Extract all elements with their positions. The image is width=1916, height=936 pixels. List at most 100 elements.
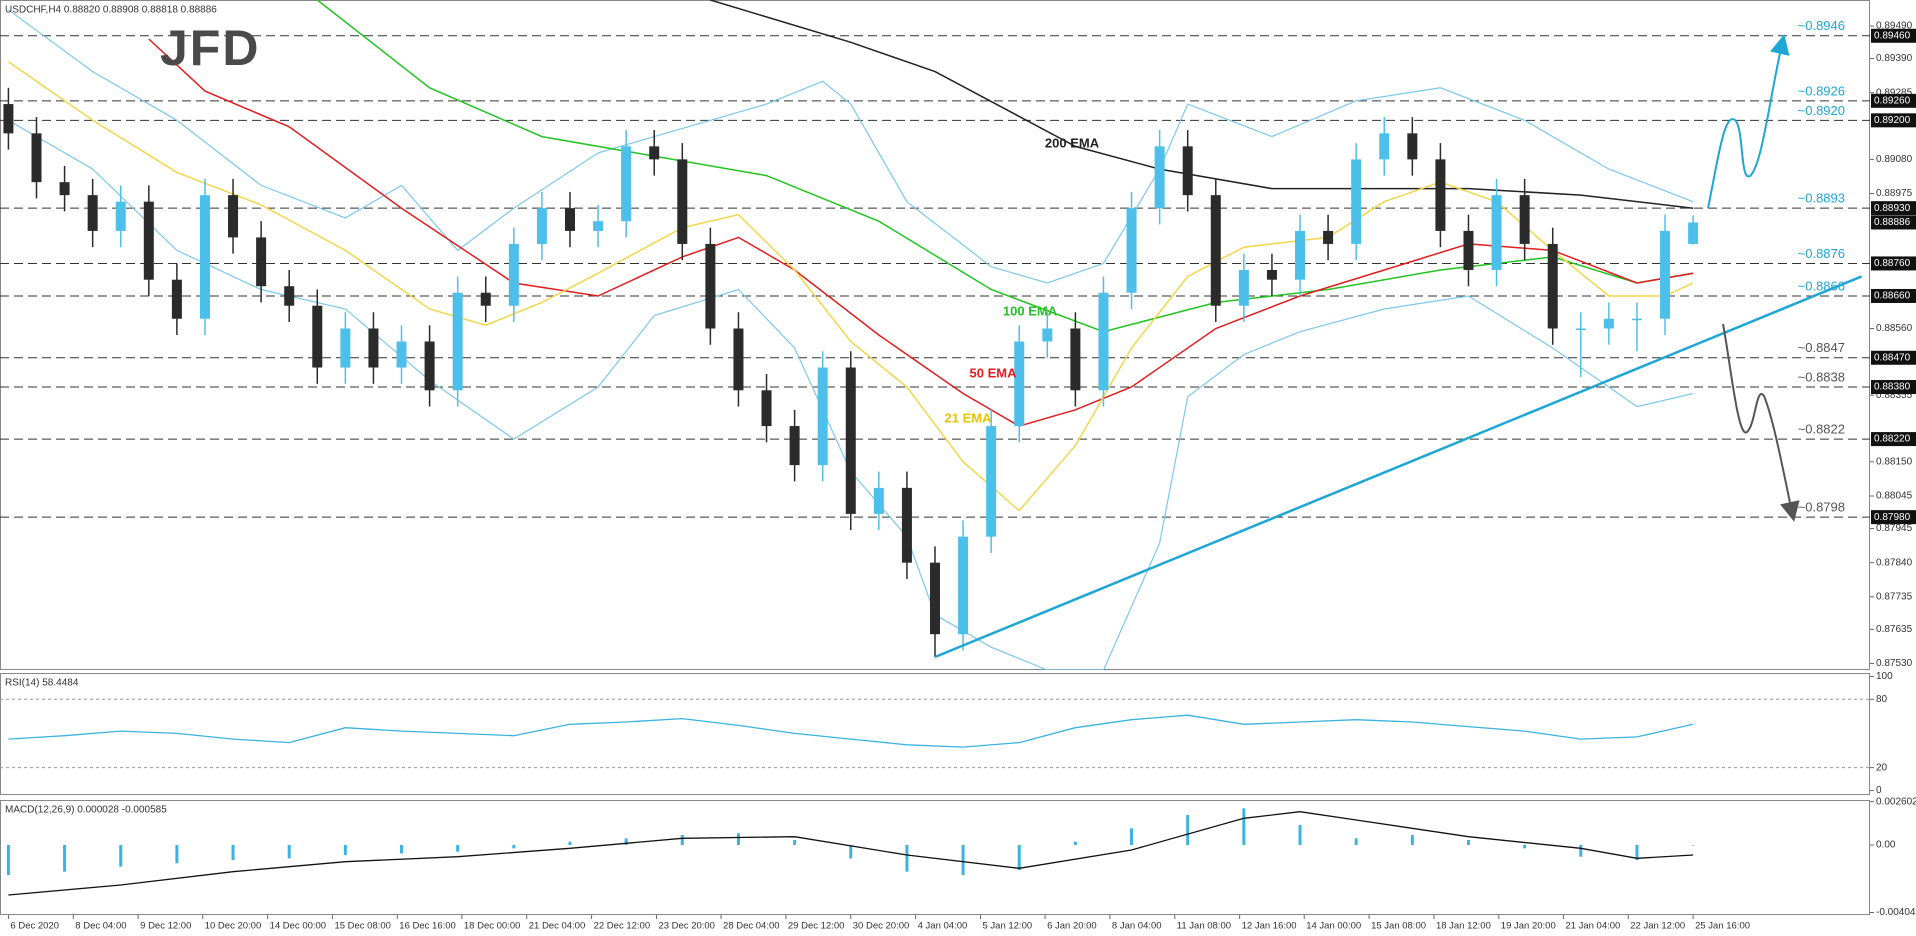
x-tick-label: 21 Dec 04:00 — [529, 921, 586, 932]
histogram-bar — [1579, 845, 1583, 857]
histogram-bar — [175, 845, 179, 864]
histogram-bar — [793, 840, 797, 845]
candle-body — [368, 328, 379, 368]
candle-body — [59, 182, 70, 196]
level-label: ~0.8838 — [1798, 369, 1845, 384]
level-label: ~0.8866 — [1798, 278, 1845, 293]
macd-title: MACD(12,26,9) 0.000028 -0.000585 — [5, 805, 167, 816]
signal-line — [8, 811, 1694, 896]
x-tick-label: 29 Dec 12:00 — [788, 921, 845, 932]
level-label: ~0.8847 — [1798, 340, 1845, 355]
level-tick-box — [1871, 256, 1916, 271]
candle-body — [1491, 195, 1502, 270]
level-tick-box — [1871, 350, 1916, 365]
candle-body — [536, 208, 547, 244]
candle-body — [1547, 243, 1558, 329]
candle-body — [1603, 318, 1614, 329]
level-tick-label: 0.88886 — [1874, 217, 1911, 228]
ema-label: 100 EMA — [1003, 303, 1058, 318]
level-label: ~0.8920 — [1798, 103, 1845, 118]
y-tick-label: 0.002602 — [1876, 796, 1916, 807]
candle-body — [1238, 269, 1249, 306]
candle-body — [1688, 222, 1699, 244]
y-tick-label: 0.00 — [1876, 840, 1896, 851]
x-tick-label: 23 Dec 20:00 — [658, 921, 715, 932]
level-tick-box — [1871, 380, 1916, 395]
candle-body — [284, 286, 295, 306]
candle-body — [593, 221, 604, 231]
x-tick-label: 8 Jan 04:00 — [1112, 921, 1162, 932]
candle-body — [143, 201, 154, 280]
level-tick-label: 0.89200 — [1874, 115, 1911, 126]
candle-body — [789, 426, 800, 466]
histogram-bar — [1186, 815, 1190, 845]
ema-label: 200 EMA — [1045, 135, 1100, 150]
candle-body — [396, 341, 407, 368]
y-tick-label: 0.88150 — [1876, 456, 1913, 467]
candle-body — [930, 562, 940, 635]
histogram-bar — [456, 845, 460, 852]
level-tick-label: 0.88930 — [1874, 203, 1911, 214]
x-tick-label: 22 Dec 12:00 — [594, 921, 651, 932]
histogram-bar — [849, 845, 853, 859]
y-tick-label: 0.88045 — [1876, 491, 1913, 502]
histogram-bar — [1298, 825, 1302, 845]
candle-body — [901, 487, 912, 563]
candle-body — [199, 195, 210, 319]
candle-body — [480, 292, 491, 306]
y-tick-label: 0.89080 — [1876, 154, 1913, 165]
candle-body — [340, 328, 351, 368]
x-tick-label: 21 Jan 04:00 — [1565, 921, 1620, 932]
candle-body — [564, 208, 575, 231]
level-tick-label: 0.87980 — [1874, 512, 1911, 523]
x-tick-label: 19 Jan 20:00 — [1501, 921, 1556, 932]
histogram-bar — [231, 845, 235, 860]
rsi-panel — [0, 673, 1870, 795]
x-tick-label: 4 Jan 04:00 — [918, 921, 968, 932]
rsi-line — [8, 714, 1694, 748]
candle-body — [1519, 195, 1530, 244]
candle-body — [1070, 328, 1081, 391]
candle-body — [1351, 159, 1362, 244]
candle-body — [677, 159, 688, 244]
level-tick-box — [1871, 432, 1916, 447]
candle-body — [1266, 269, 1277, 280]
candle-body — [1660, 230, 1671, 319]
candle-body — [1435, 159, 1446, 231]
histogram-bar — [1466, 840, 1470, 845]
histogram-bar — [624, 838, 628, 845]
candle-body — [87, 195, 98, 231]
candle-body — [452, 292, 463, 391]
level-tick-box — [1871, 28, 1916, 43]
level-label: ~0.8893 — [1798, 191, 1845, 206]
y-tick-label: 0.87840 — [1876, 557, 1913, 568]
histogram-bar — [1017, 845, 1021, 870]
candle-body — [1379, 133, 1390, 160]
y-tick-label: 0.87635 — [1876, 624, 1913, 635]
candle-body — [115, 201, 126, 231]
x-tick-label: 25 Jan 16:00 — [1695, 921, 1750, 932]
ema-line — [7, 61, 1694, 512]
rsi-title: RSI(14) 58.4484 — [5, 678, 79, 689]
x-tick-label: 10 Dec 20:00 — [205, 921, 262, 932]
candle-body — [1126, 208, 1137, 293]
candle-body — [817, 367, 828, 466]
x-tick-label: 14 Dec 00:00 — [270, 921, 327, 932]
level-label: ~0.8926 — [1798, 83, 1845, 98]
x-tick-label: 14 Jan 00:00 — [1306, 921, 1361, 932]
y-tick-label: 0.88560 — [1876, 323, 1913, 334]
x-tick-label: 9 Dec 12:00 — [140, 921, 191, 932]
candle-body — [1407, 133, 1418, 160]
level-label: ~0.8822 — [1798, 422, 1845, 437]
y-tick-label: 0.88355 — [1876, 390, 1913, 401]
level-tick-box — [1871, 93, 1916, 108]
level-tick-label: 0.89460 — [1874, 30, 1911, 41]
histogram-bar — [568, 841, 572, 845]
candle-body — [958, 536, 969, 635]
level-label: ~0.8946 — [1798, 18, 1845, 33]
x-tick-label: 15 Dec 08:00 — [334, 921, 391, 932]
level-tick-box — [1871, 201, 1916, 216]
histogram-bar — [905, 845, 909, 872]
histogram-bar — [1691, 845, 1695, 846]
